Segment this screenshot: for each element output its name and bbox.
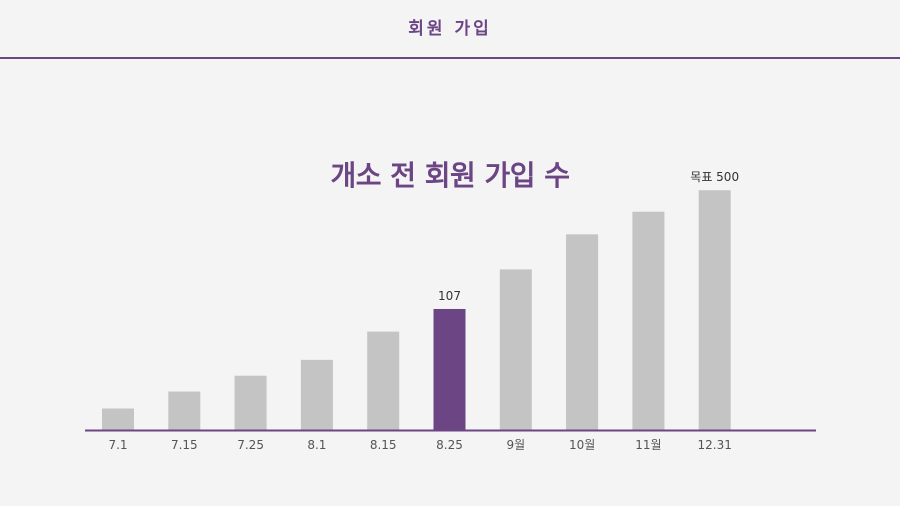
bar-7.25 (234, 375, 267, 430)
x-tick-label: 7.25 (237, 438, 264, 452)
x-tick-label: 8.25 (436, 438, 463, 452)
chart-title: 개소 전 회원 가입 수 (330, 159, 570, 192)
x-tick-label: 9월 (506, 438, 525, 452)
bar-7.1 (102, 408, 134, 430)
data-label: 목표 500 (690, 170, 739, 184)
bar-11월 (632, 211, 665, 430)
bar-7.15 (168, 391, 201, 430)
x-tick-label: 11월 (635, 438, 661, 452)
bar-12.31 (698, 190, 731, 430)
bar-8.15 (367, 331, 400, 430)
x-tick-label: 8.1 (307, 438, 326, 452)
bar-9월 (499, 269, 532, 430)
x-tick-label: 7.15 (171, 438, 198, 452)
x-tick-label: 8.15 (370, 438, 397, 452)
header-bar: 회원 가입 (0, 0, 900, 59)
x-tick-label: 12.31 (698, 438, 732, 452)
x-tick-label: 7.1 (108, 438, 127, 452)
header-title: 회원 가입 (408, 19, 492, 39)
bar-10월 (566, 234, 599, 430)
x-tick-label: 10월 (569, 438, 595, 452)
bar-8.1 (300, 359, 333, 430)
bar-8.25 (433, 308, 466, 430)
data-label: 107 (438, 289, 461, 303)
